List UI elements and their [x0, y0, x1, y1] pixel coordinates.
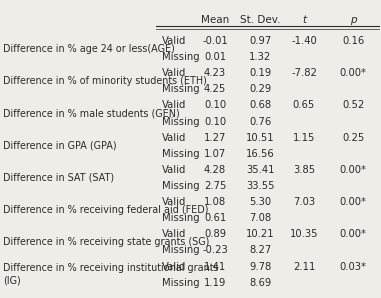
- Text: 0.52: 0.52: [342, 100, 364, 111]
- Text: 16.56: 16.56: [246, 149, 275, 159]
- Text: -0.01: -0.01: [202, 36, 228, 46]
- Text: 2.75: 2.75: [204, 181, 226, 191]
- Text: Valid: Valid: [162, 36, 187, 46]
- Text: Missing: Missing: [162, 278, 200, 288]
- Text: 0.00*: 0.00*: [339, 165, 367, 175]
- Text: -1.40: -1.40: [291, 36, 317, 46]
- Text: 0.68: 0.68: [250, 100, 272, 111]
- Text: 33.55: 33.55: [246, 181, 275, 191]
- Text: 0.29: 0.29: [249, 84, 272, 94]
- Text: Difference in SAT (SAT): Difference in SAT (SAT): [3, 173, 114, 183]
- Text: Difference in % receiving state grants (SG): Difference in % receiving state grants (…: [3, 238, 210, 247]
- Text: 1.08: 1.08: [204, 197, 226, 207]
- Text: 1.32: 1.32: [249, 52, 272, 62]
- Text: Valid: Valid: [162, 229, 187, 239]
- Text: Mean: Mean: [201, 15, 229, 25]
- Text: Difference in % male students (GEN): Difference in % male students (GEN): [3, 108, 180, 119]
- Text: 1.27: 1.27: [204, 133, 226, 143]
- Text: 0.10: 0.10: [204, 100, 226, 111]
- Text: 0.97: 0.97: [249, 36, 272, 46]
- Text: 0.65: 0.65: [293, 100, 315, 111]
- Text: Difference in % receiving institutional grants
(IG): Difference in % receiving institutional …: [3, 263, 219, 286]
- Text: 8.27: 8.27: [249, 246, 272, 255]
- Text: 4.28: 4.28: [204, 165, 226, 175]
- Text: 3.85: 3.85: [293, 165, 315, 175]
- Text: 8.69: 8.69: [249, 278, 272, 288]
- Text: Valid: Valid: [162, 100, 187, 111]
- Text: 1.41: 1.41: [204, 262, 226, 271]
- Text: 0.00*: 0.00*: [339, 68, 367, 78]
- Text: 0.89: 0.89: [204, 229, 226, 239]
- Text: Valid: Valid: [162, 68, 187, 78]
- Text: Missing: Missing: [162, 52, 200, 62]
- Text: Difference in GPA (GPA): Difference in GPA (GPA): [3, 141, 117, 151]
- Text: 0.61: 0.61: [204, 213, 226, 223]
- Text: 1.07: 1.07: [204, 149, 226, 159]
- Text: Difference in % receiving federal aid (FED): Difference in % receiving federal aid (F…: [3, 205, 209, 215]
- Text: 10.21: 10.21: [246, 229, 275, 239]
- Text: -7.82: -7.82: [291, 68, 317, 78]
- Text: 4.23: 4.23: [204, 68, 226, 78]
- Text: Missing: Missing: [162, 181, 200, 191]
- Text: 7.08: 7.08: [250, 213, 272, 223]
- Text: 0.16: 0.16: [342, 36, 364, 46]
- Text: 10.51: 10.51: [246, 133, 275, 143]
- Text: 4.25: 4.25: [204, 84, 226, 94]
- Text: p: p: [350, 15, 357, 25]
- Text: 10.35: 10.35: [290, 229, 318, 239]
- Text: 1.15: 1.15: [293, 133, 315, 143]
- Text: 5.30: 5.30: [250, 197, 272, 207]
- Text: 0.19: 0.19: [249, 68, 272, 78]
- Text: 0.00*: 0.00*: [339, 229, 367, 239]
- Text: 7.03: 7.03: [293, 197, 315, 207]
- Text: 35.41: 35.41: [246, 165, 275, 175]
- Text: 0.03*: 0.03*: [339, 262, 367, 271]
- Text: Valid: Valid: [162, 133, 187, 143]
- Text: Valid: Valid: [162, 262, 187, 271]
- Text: Valid: Valid: [162, 197, 187, 207]
- Text: 9.78: 9.78: [249, 262, 272, 271]
- Text: St. Dev.: St. Dev.: [240, 15, 281, 25]
- Text: 0.76: 0.76: [249, 117, 272, 127]
- Text: Missing: Missing: [162, 84, 200, 94]
- Text: 0.01: 0.01: [204, 52, 226, 62]
- Text: -0.23: -0.23: [202, 246, 228, 255]
- Text: Difference in % age 24 or less(AGE): Difference in % age 24 or less(AGE): [3, 44, 175, 54]
- Text: 0.10: 0.10: [204, 117, 226, 127]
- Text: t: t: [302, 15, 306, 25]
- Text: 2.11: 2.11: [293, 262, 315, 271]
- Text: Missing: Missing: [162, 213, 200, 223]
- Text: Missing: Missing: [162, 117, 200, 127]
- Text: 1.19: 1.19: [204, 278, 226, 288]
- Text: Difference in % of minority students (ETH): Difference in % of minority students (ET…: [3, 76, 207, 86]
- Text: Missing: Missing: [162, 246, 200, 255]
- Text: Missing: Missing: [162, 149, 200, 159]
- Text: Valid: Valid: [162, 165, 187, 175]
- Text: 0.00*: 0.00*: [339, 197, 367, 207]
- Text: 0.25: 0.25: [342, 133, 364, 143]
